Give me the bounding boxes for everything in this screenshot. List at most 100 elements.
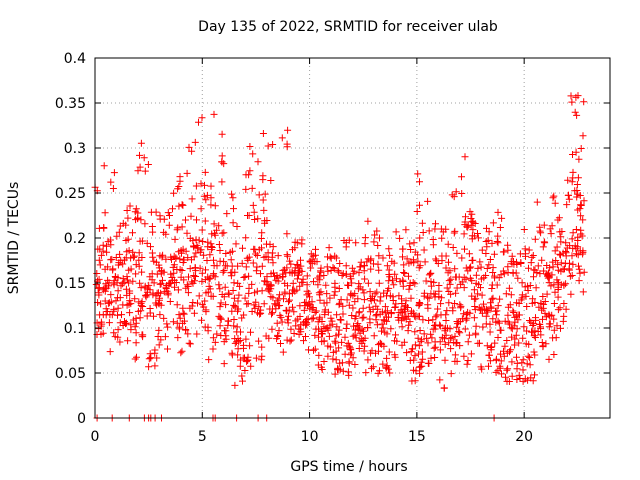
data-point	[246, 167, 254, 175]
data-point	[269, 141, 277, 148]
y-tick-label: 0.05	[55, 366, 86, 382]
data-point	[342, 325, 350, 332]
data-point	[200, 192, 208, 200]
data-point	[424, 197, 432, 205]
data-point	[318, 318, 326, 325]
data-point	[364, 356, 372, 364]
data-point	[181, 317, 188, 325]
data-point	[380, 342, 388, 350]
data-point	[324, 352, 332, 360]
data-point	[302, 333, 309, 340]
data-point	[136, 151, 143, 159]
data-point	[573, 181, 581, 188]
data-point	[220, 267, 228, 274]
data-point	[417, 358, 425, 366]
data-point	[98, 320, 106, 328]
data-point	[507, 346, 515, 354]
data-point	[349, 354, 357, 362]
data-point	[432, 313, 440, 321]
data-point	[92, 281, 100, 288]
data-point	[451, 227, 459, 235]
data-point	[489, 264, 497, 272]
data-point	[520, 226, 528, 233]
data-point	[465, 250, 473, 258]
data-point	[231, 335, 239, 343]
data-point	[565, 195, 573, 203]
data-point	[135, 262, 143, 270]
data-point	[198, 226, 206, 234]
data-point	[536, 270, 544, 278]
data-point	[280, 295, 287, 303]
data-point	[503, 366, 511, 374]
data-point	[221, 283, 229, 291]
data-point	[156, 280, 164, 288]
data-point	[183, 169, 191, 177]
data-point	[352, 334, 360, 342]
data-point	[299, 275, 307, 283]
data-point	[522, 292, 530, 300]
data-point	[105, 319, 113, 327]
data-point	[472, 279, 480, 287]
data-point	[519, 334, 527, 342]
data-point	[416, 300, 424, 308]
data-point	[131, 323, 139, 331]
data-point	[314, 281, 322, 289]
data-point	[207, 194, 215, 202]
data-point	[580, 98, 588, 106]
data-point	[157, 280, 165, 288]
data-point	[366, 315, 374, 323]
data-point	[441, 356, 449, 364]
data-point	[528, 328, 535, 336]
data-point	[559, 265, 567, 273]
data-point	[399, 253, 406, 261]
data-point	[141, 167, 149, 175]
data-point	[364, 324, 371, 331]
data-point	[438, 234, 446, 242]
data-point	[233, 323, 241, 331]
data-point	[416, 369, 424, 377]
data-point	[498, 370, 505, 378]
data-point	[544, 272, 552, 280]
data-point	[326, 294, 334, 302]
data-point	[359, 304, 367, 312]
data-point	[385, 348, 393, 356]
data-point	[413, 208, 421, 215]
data-point	[217, 299, 225, 307]
data-point	[364, 217, 372, 225]
data-point	[457, 304, 465, 312]
data-point	[127, 321, 135, 329]
data-point	[569, 229, 577, 237]
data-point	[483, 243, 491, 251]
data-point	[103, 308, 111, 315]
data-point	[191, 138, 199, 146]
data-point	[557, 238, 565, 246]
data-point	[374, 305, 382, 313]
data-point	[384, 287, 391, 295]
data-point	[503, 349, 511, 357]
data-point	[407, 310, 415, 318]
data-point	[151, 346, 159, 354]
data-point	[257, 270, 264, 278]
data-point	[176, 314, 184, 322]
data-point	[309, 304, 317, 311]
data-point	[122, 221, 130, 229]
data-point	[204, 238, 212, 246]
data-point	[540, 221, 548, 229]
data-point	[342, 270, 350, 278]
data-point	[412, 367, 420, 375]
data-point	[175, 202, 183, 210]
data-point	[444, 240, 452, 248]
data-point	[192, 182, 200, 190]
data-point	[390, 259, 398, 267]
data-point	[486, 357, 494, 365]
data-point	[471, 306, 479, 314]
data-point	[411, 352, 419, 360]
data-point	[421, 258, 429, 266]
data-point	[443, 307, 451, 315]
data-point	[494, 302, 502, 310]
data-point	[164, 345, 171, 353]
data-point	[515, 371, 523, 379]
data-point	[354, 325, 362, 333]
data-point	[276, 302, 284, 309]
data-point	[97, 330, 105, 338]
